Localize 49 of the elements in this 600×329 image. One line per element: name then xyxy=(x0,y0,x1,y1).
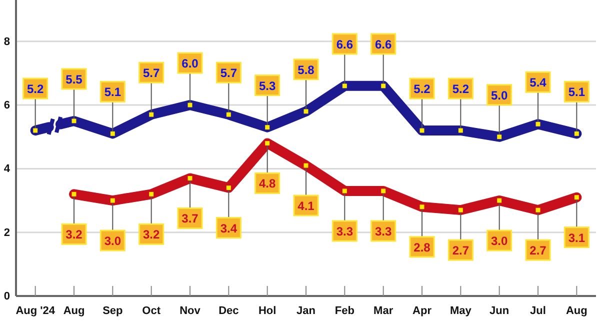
data-label: 3.0 xyxy=(104,234,122,248)
data-label: 6.6 xyxy=(374,37,392,52)
data-label: 5.4 xyxy=(530,76,547,90)
x-tick-label: Aug xyxy=(63,304,85,317)
data-label: 6.0 xyxy=(182,56,199,71)
x-tick-label: Hol xyxy=(258,304,276,317)
x-tick-label: Sep xyxy=(102,304,124,317)
data-label: 3.4 xyxy=(220,221,238,236)
data-label: 5.1 xyxy=(104,85,122,100)
data-label: 4.8 xyxy=(258,176,276,191)
y-tick-label: 8 xyxy=(4,36,10,48)
data-label: 5.8 xyxy=(298,62,315,77)
data-label: 6.6 xyxy=(336,37,354,52)
x-tick-label: Nov xyxy=(180,304,202,317)
data-label: 3.2 xyxy=(142,228,160,242)
x-tick-label: Aug '24 xyxy=(16,304,56,317)
x-tick-label: Feb xyxy=(334,304,355,317)
data-label: 2.7 xyxy=(530,244,547,258)
y-tick-label: 4 xyxy=(4,163,11,176)
x-tick-label: Apr xyxy=(412,304,432,317)
data-label: 3.2 xyxy=(66,228,83,242)
data-label: 2.7 xyxy=(452,244,470,258)
data-label: 5.2 xyxy=(26,82,44,96)
data-label: 5.3 xyxy=(258,78,276,93)
data-label: 5.7 xyxy=(220,66,238,80)
y-tick-label: 2 xyxy=(4,226,10,239)
data-label: 4.1 xyxy=(298,199,315,214)
data-label: 3.1 xyxy=(568,230,586,245)
x-tick-label: Oct xyxy=(142,304,161,317)
data-label: 2.8 xyxy=(414,240,431,254)
x-tick-label: Mar xyxy=(374,304,394,317)
x-tick-label: May xyxy=(450,304,472,317)
data-label: 5.1 xyxy=(568,85,586,100)
x-tick-label: Jun xyxy=(490,304,510,317)
data-label: 3.7 xyxy=(182,212,199,226)
x-tick-label: Dec xyxy=(218,304,239,317)
y-tick-label: 6 xyxy=(4,100,10,112)
data-label: 5.2 xyxy=(414,82,431,96)
x-tick-label: Jul xyxy=(530,304,546,317)
data-label: 3.3 xyxy=(336,224,354,238)
x-tick-label: Jan xyxy=(296,304,316,317)
data-label: 3.0 xyxy=(490,234,508,248)
data-label: 5.2 xyxy=(452,82,470,96)
x-tick-label: Aug xyxy=(566,304,588,317)
data-label: 5.7 xyxy=(142,66,160,80)
y-tick-label: 0 xyxy=(4,290,10,303)
data-label: 5.5 xyxy=(66,72,83,86)
data-label: 5.0 xyxy=(490,88,508,102)
data-label: 3.3 xyxy=(374,224,392,238)
